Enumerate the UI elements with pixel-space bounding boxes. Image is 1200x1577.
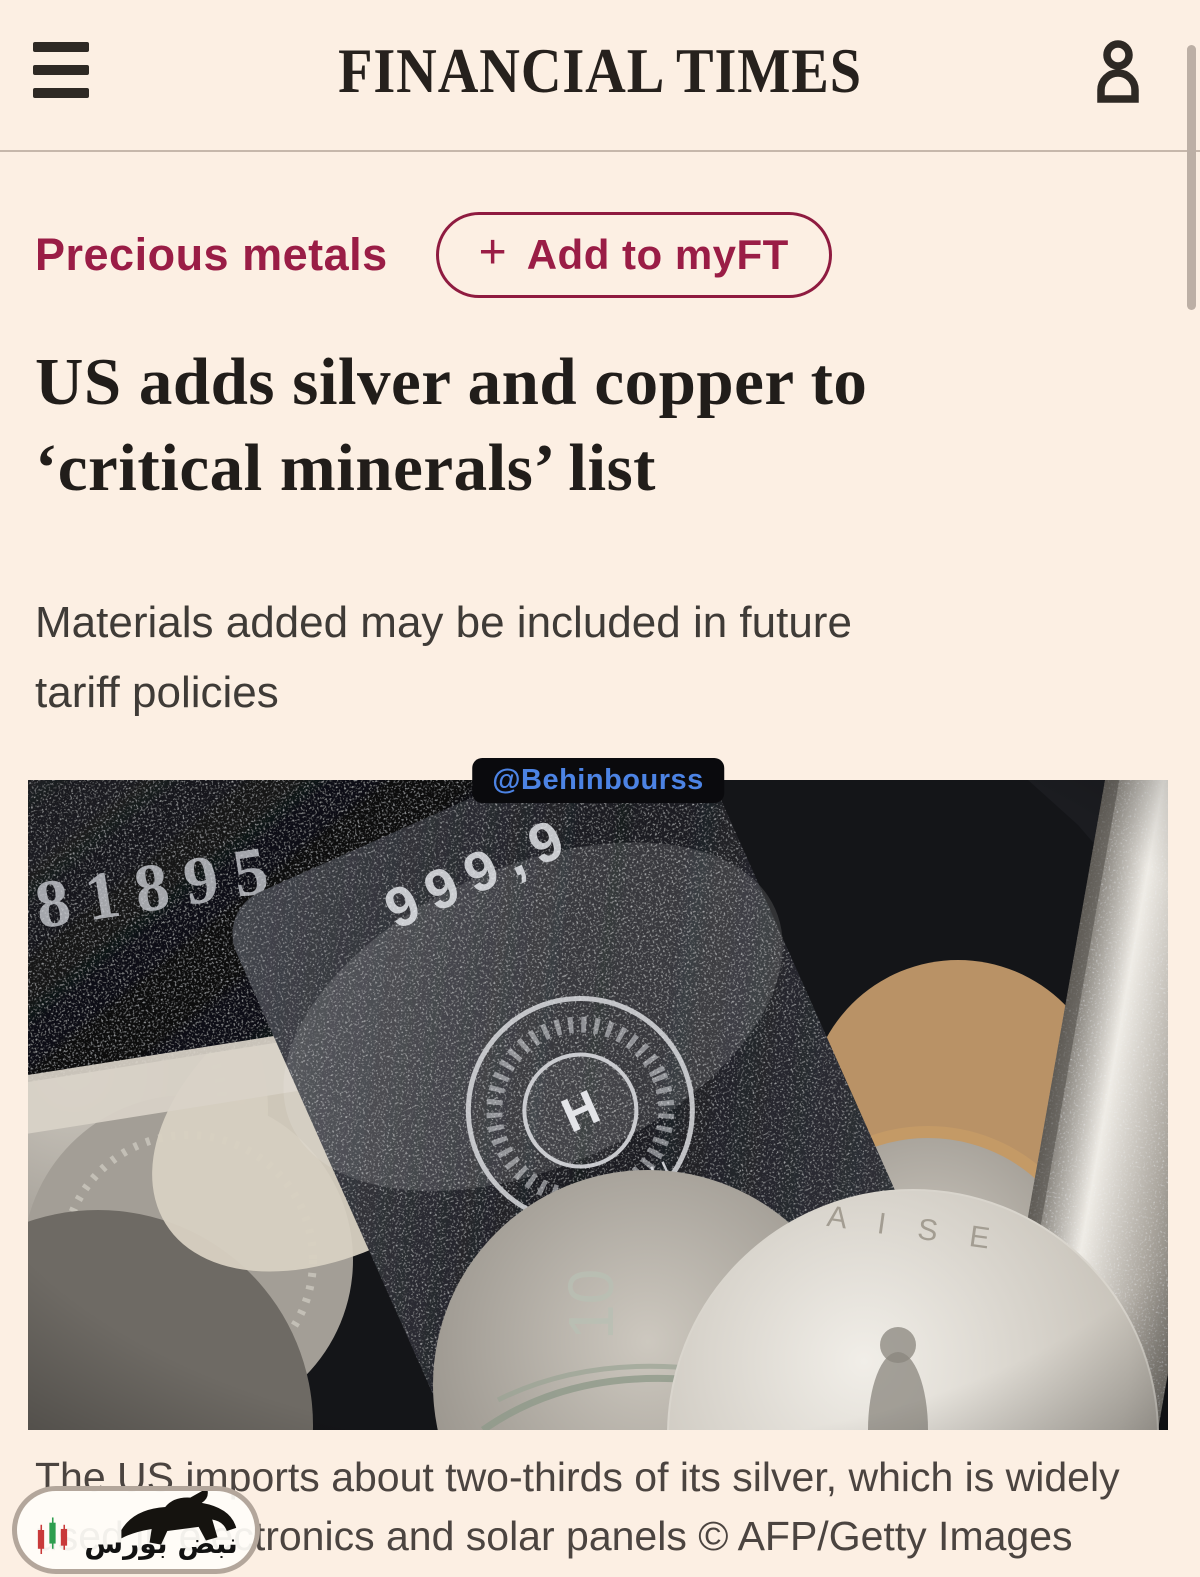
hamburger-icon xyxy=(33,65,89,75)
article-photo: @Behinbourss xyxy=(28,758,1168,1431)
ft-masthead-text: FINANCIAL TIMES xyxy=(338,35,862,106)
headline-line1: US adds silver and copper to xyxy=(35,345,868,419)
standfirst: Materials added may be included in futur… xyxy=(35,588,1165,729)
hamburger-icon xyxy=(33,42,89,52)
bull-icon xyxy=(121,1491,237,1545)
ft-masthead[interactable]: FINANCIAL TIMES xyxy=(302,34,897,108)
app-header: FINANCIAL TIMES xyxy=(0,0,1200,152)
scrollbar-thumb[interactable] xyxy=(1187,45,1196,310)
person-icon xyxy=(1097,40,1139,103)
menu-button[interactable] xyxy=(33,42,91,106)
standfirst-line1: Materials added may be included in futur… xyxy=(35,597,852,647)
article-main: Precious metals + Add to myFT US adds si… xyxy=(0,212,1200,1565)
headline: US adds silver and copper to ‘critical m… xyxy=(35,340,1165,512)
topic-link-precious-metals[interactable]: Precious metals xyxy=(35,229,388,280)
add-to-myft-button[interactable]: + Add to myFT xyxy=(435,212,832,298)
watermark-badge: @Behinbourss xyxy=(472,758,724,804)
nabz-bourse-text: نبض بورس xyxy=(84,1527,238,1560)
nabz-bourse-logo: نبض بورس xyxy=(37,1491,238,1560)
topic-row: Precious metals + Add to myFT xyxy=(35,212,1165,298)
candlestick-icon xyxy=(37,1517,68,1555)
headline-line2: ‘critical minerals’ list xyxy=(35,430,656,505)
nabz-bourse-watermark: نبض بورس xyxy=(12,1486,260,1574)
hamburger-icon xyxy=(33,88,89,98)
silver-bars-photo: 81895 999,9 xyxy=(28,780,1168,1431)
add-to-myft-label: Add to myFT xyxy=(526,231,789,278)
myft-profile-button[interactable] xyxy=(1094,40,1142,109)
photo-vignette xyxy=(28,780,1168,1431)
standfirst-line2: tariff policies xyxy=(35,667,279,717)
plus-icon: + xyxy=(478,226,507,279)
